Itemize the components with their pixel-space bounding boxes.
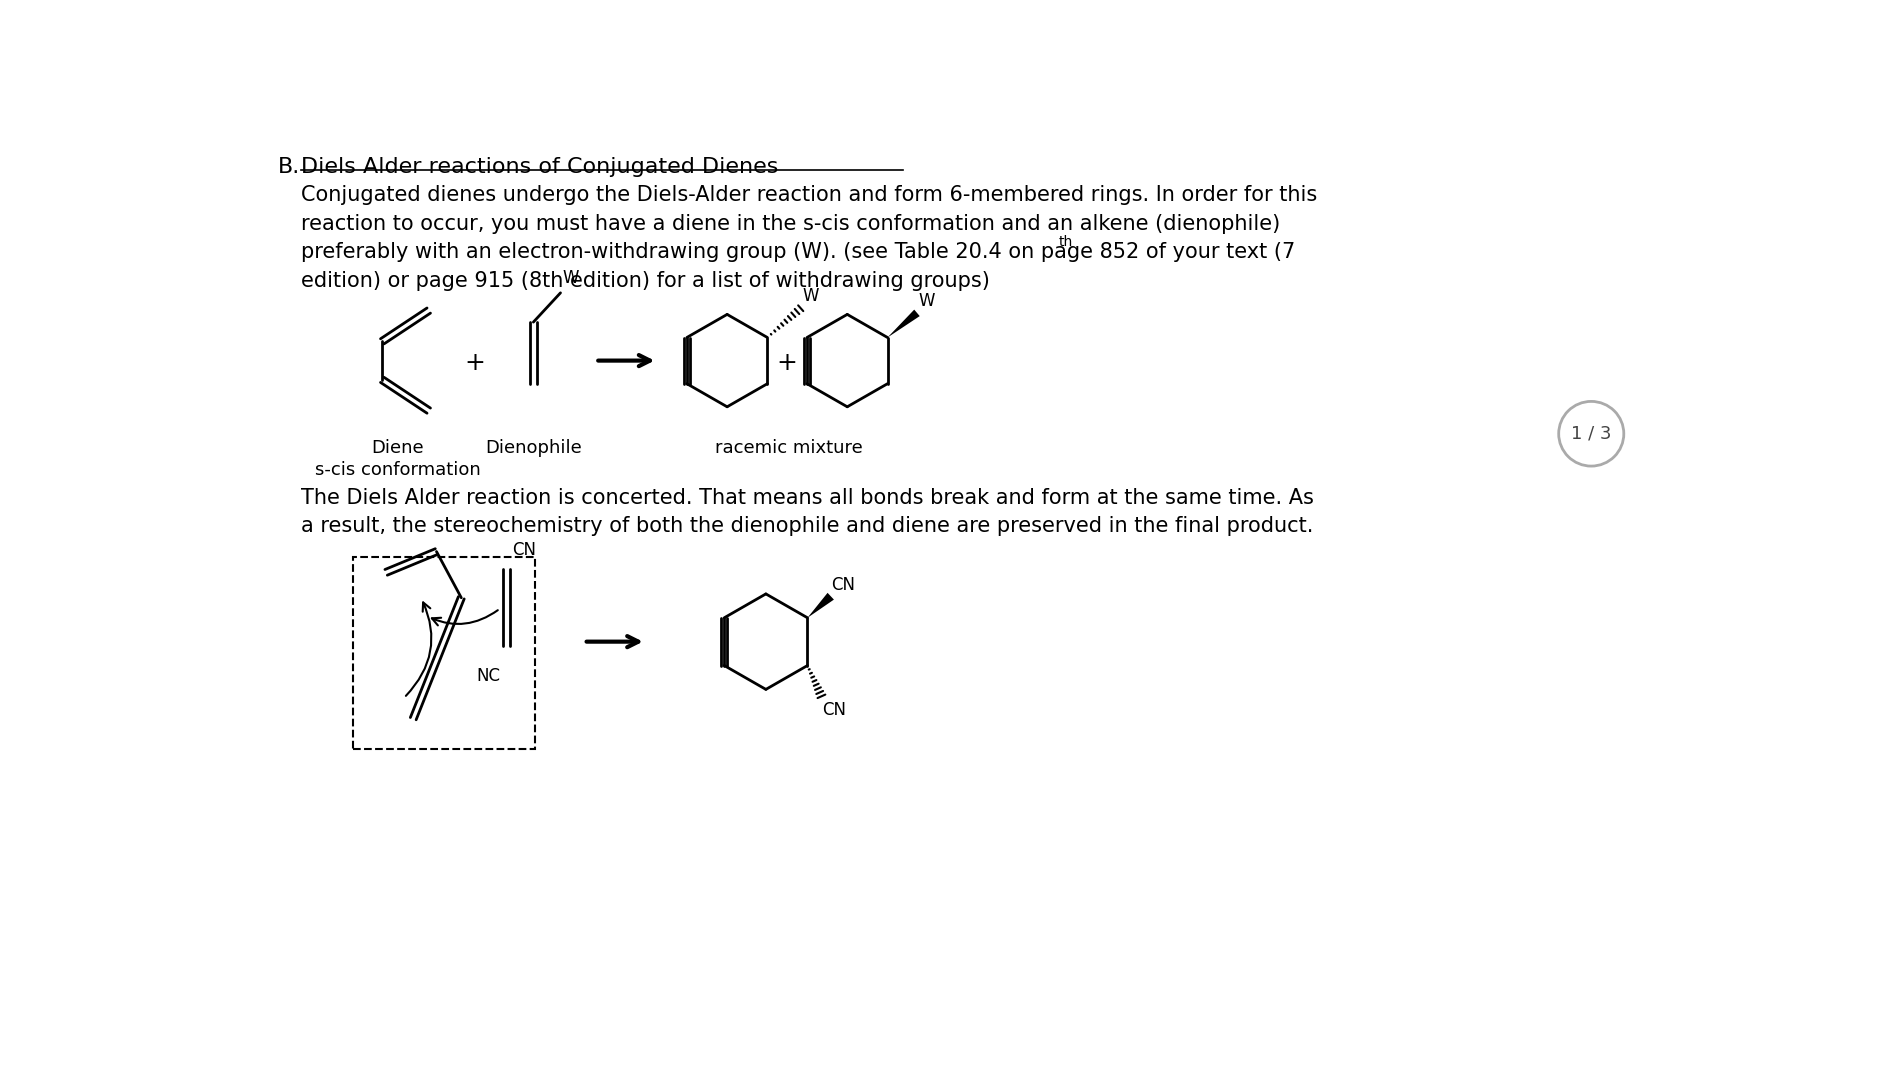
Text: W: W <box>562 269 579 287</box>
Text: Conjugated dienes undergo the Diels-Alder reaction and form 6-membered rings. In: Conjugated dienes undergo the Diels-Alde… <box>301 185 1318 205</box>
Text: a result, the stereochemistry of both the dienophile and diene are preserved in : a result, the stereochemistry of both th… <box>301 516 1314 536</box>
Text: +: + <box>464 351 485 375</box>
Text: preferably with an electron-withdrawing group (W). (see Table 20.4 on page 852 o: preferably with an electron-withdrawing … <box>301 242 1295 262</box>
Text: W: W <box>919 292 934 310</box>
Polygon shape <box>887 310 919 338</box>
Text: edition) or page 915 (8th edition) for a list of withdrawing groups): edition) or page 915 (8th edition) for a… <box>301 270 989 291</box>
Text: CN: CN <box>511 541 536 559</box>
Text: Diene: Diene <box>372 440 425 457</box>
Text: NC: NC <box>478 667 500 685</box>
Text: CN: CN <box>822 701 846 719</box>
Text: 1 / 3: 1 / 3 <box>1572 424 1611 443</box>
Text: +: + <box>776 351 797 375</box>
Text: CN: CN <box>831 576 855 594</box>
Text: Diels Alder reactions of Conjugated Dienes: Diels Alder reactions of Conjugated Dien… <box>301 157 778 176</box>
Text: racemic mixture: racemic mixture <box>714 440 863 457</box>
Text: B.: B. <box>278 157 301 176</box>
Text: s-cis conformation: s-cis conformation <box>314 461 481 478</box>
Polygon shape <box>808 593 835 618</box>
Text: W: W <box>803 287 820 306</box>
Text: The Diels Alder reaction is concerted. That means all bonds break and form at th: The Diels Alder reaction is concerted. T… <box>301 488 1314 508</box>
Text: th: th <box>1058 235 1073 249</box>
Text: Dienophile: Dienophile <box>485 440 581 457</box>
Text: reaction to occur, you must have a diene in the s-cis conformation and an alkene: reaction to occur, you must have a diene… <box>301 214 1280 233</box>
